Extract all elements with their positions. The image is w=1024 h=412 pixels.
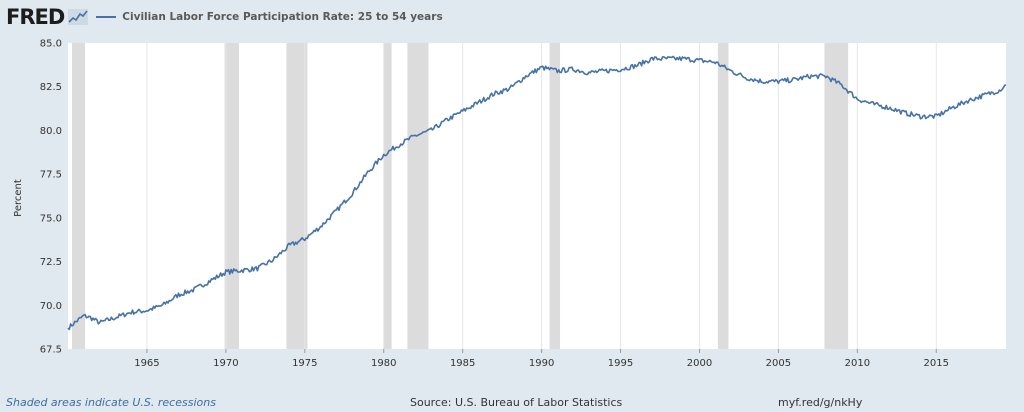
y-tick-label: 77.5 xyxy=(40,170,62,181)
legend-swatch xyxy=(96,16,117,18)
x-tick-label: 1995 xyxy=(608,358,633,369)
short-url[interactable]: myf.red/g/nkHy xyxy=(778,396,863,409)
recession-band xyxy=(717,43,729,349)
x-tick-label: 1990 xyxy=(529,358,554,369)
recession-band xyxy=(407,43,429,349)
x-tick-label: 2015 xyxy=(924,358,949,369)
x-tick-label: 1980 xyxy=(371,358,396,369)
recession-band xyxy=(824,43,849,349)
x-tick-label: 2010 xyxy=(845,358,870,369)
x-tick-label: 2005 xyxy=(766,358,791,369)
plot-area xyxy=(68,43,1006,349)
x-tick-label: 1975 xyxy=(292,358,317,369)
legend-series-title[interactable]: Civilian Labor Force Participation Rate:… xyxy=(122,11,443,23)
source-text: Source: U.S. Bureau of Labor Statistics xyxy=(410,396,623,409)
y-axis-title: Percent xyxy=(13,179,24,217)
fred-logo[interactable]: FRED xyxy=(6,5,65,29)
x-tick-label: 1970 xyxy=(213,358,238,369)
x-tick-label: 2000 xyxy=(687,358,712,369)
x-tick-label: 1985 xyxy=(450,358,475,369)
y-tick-label: 72.5 xyxy=(40,257,62,268)
series-line xyxy=(67,55,1007,331)
recession-band xyxy=(71,43,86,349)
y-tick-label: 82.5 xyxy=(40,82,62,93)
y-tick-label: 67.5 xyxy=(40,345,62,356)
y-tick-label: 80.0 xyxy=(40,126,62,137)
y-tick-label: 70.0 xyxy=(40,301,62,312)
chart-header: FRED Civilian Labor Force Participation … xyxy=(6,5,443,29)
recession-band xyxy=(383,43,392,349)
y-tick-label: 75.0 xyxy=(40,213,62,224)
recession-band xyxy=(224,43,240,349)
recession-band xyxy=(286,43,308,349)
recession-note: Shaded areas indicate U.S. recessions xyxy=(6,396,216,409)
line-graph-icon xyxy=(68,9,89,25)
y-tick-label: 85.0 xyxy=(40,39,62,50)
recession-band xyxy=(549,43,561,349)
x-tick-label: 1965 xyxy=(134,358,159,369)
